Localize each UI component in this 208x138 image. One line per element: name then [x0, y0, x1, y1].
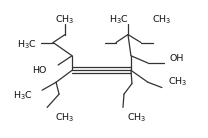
Text: H$_3$C: H$_3$C: [109, 13, 129, 26]
Text: H$_3$C: H$_3$C: [17, 38, 37, 51]
Text: CH$_3$: CH$_3$: [55, 111, 75, 124]
Text: CH$_3$: CH$_3$: [127, 111, 147, 124]
Text: CH$_3$: CH$_3$: [152, 13, 172, 26]
Text: H$_3$C: H$_3$C: [13, 90, 33, 102]
Text: HO: HO: [32, 66, 46, 75]
Text: OH: OH: [170, 54, 184, 63]
Text: CH$_3$: CH$_3$: [55, 13, 75, 26]
Text: CH$_3$: CH$_3$: [168, 76, 188, 88]
